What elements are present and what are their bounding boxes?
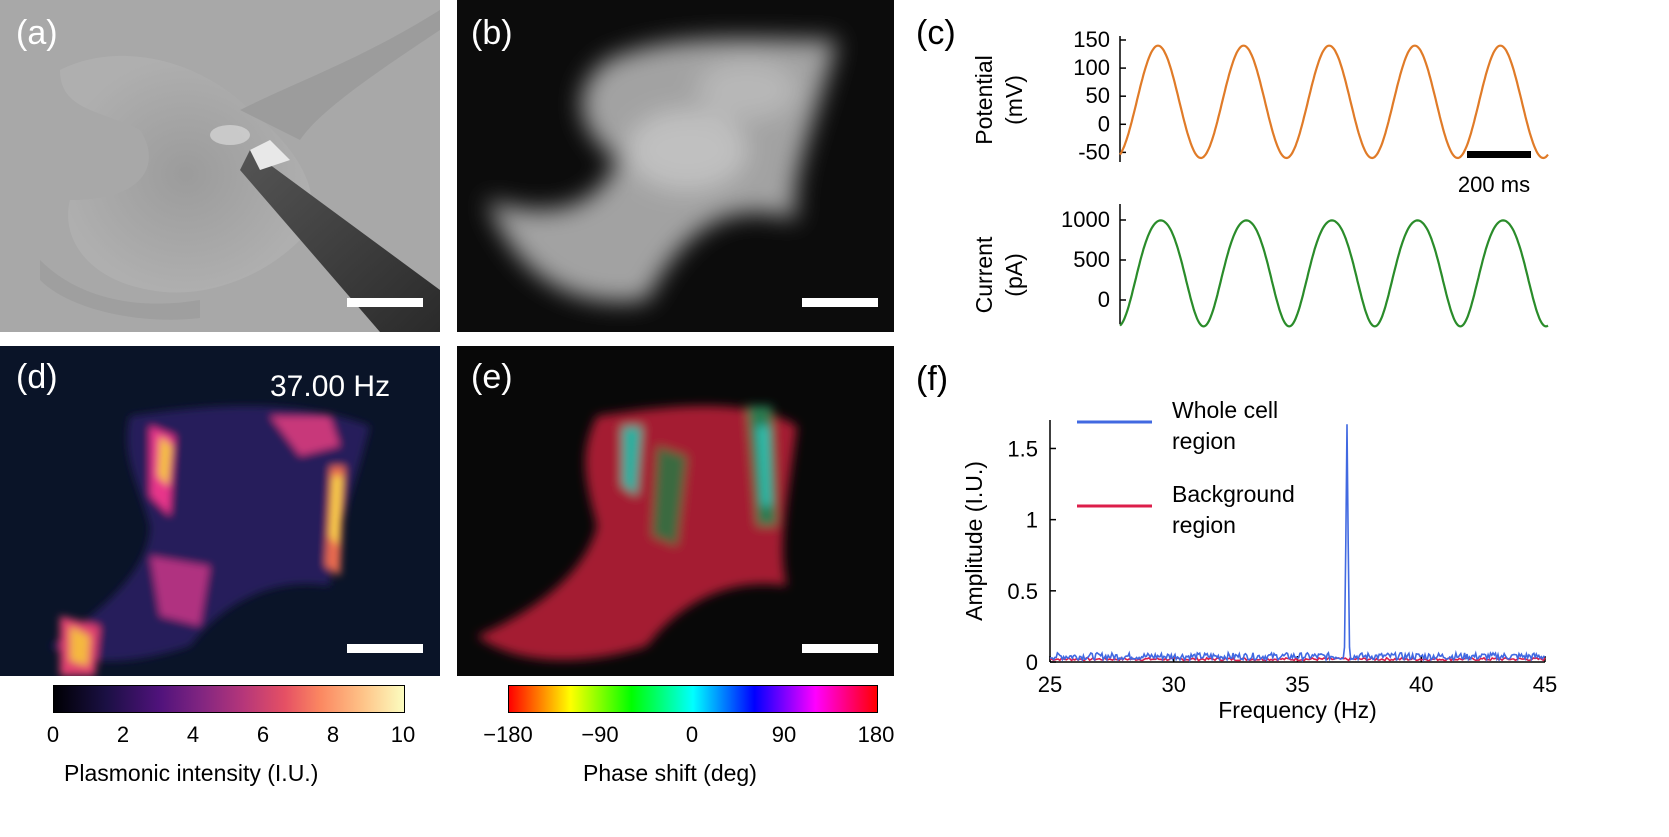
colorbar-intensity-tick-label: 6 [257,722,269,747]
panel-e-image: (e) [457,346,894,676]
colorbar-phase-tick-label: 0 [686,722,698,747]
f-x-tick-label: 30 [1162,672,1186,697]
f-y-tick-label: 0 [1026,650,1038,675]
colorbar-intensity-tick-label: 8 [327,722,339,747]
colorbar-phase-axis: −180 −90 0 90 180 [483,722,895,747]
potential-y-tick-label: 100 [1073,55,1110,80]
colorbar-intensity-tick-label: 2 [117,722,129,747]
panel-e-scalebar [802,644,878,653]
potential-trace [1119,44,1549,160]
colorbar-phase-label: Phase shift (deg) [583,760,757,786]
colorbar-phase-tick-label: 90 [772,722,796,747]
potential-y-label-line2: (mV) [1001,75,1027,125]
f-y-tick-label: 1 [1026,508,1038,533]
brightfield-cell-image [0,0,440,332]
current-y-tick-label: 0 [1098,287,1110,312]
panel-a-image: (a) [0,0,440,332]
f-x-tick-label: 25 [1038,672,1062,697]
legend-label-line1: Background [1172,481,1295,507]
f-x-tick-label: 45 [1533,672,1557,697]
panel-d-label: (d) [16,358,58,396]
current-y-label-line2: (pA) [1001,253,1027,296]
colorbar-intensity [53,685,405,713]
time-scalebar [1467,151,1531,158]
f-y-tick-label: 0.5 [1007,579,1038,604]
current-y-label: Current (pA) [971,236,1027,313]
panel-b-scalebar [802,298,878,307]
current-trace [1119,219,1549,328]
potential-y-label-line1: Potential [971,55,997,145]
plasmonic-cell-image [457,0,894,332]
panel-b-label: (b) [471,14,513,52]
potential-y-tick-label: 50 [1086,83,1110,108]
phase-map-image [457,346,894,676]
colorbar-phase-tick-label: −180 [483,722,533,747]
colorbar-intensity-tick-label: 4 [187,722,199,747]
time-scalebar-label: 200 ms [1458,172,1530,197]
legend-label-line2: region [1172,428,1236,454]
potential-y-label: Potential (mV) [971,55,1027,145]
current-y-tick-label: 1000 [1061,207,1110,232]
colorbar-intensity-label: Plasmonic intensity (I.U.) [64,760,319,786]
potential-y-tick-label: 150 [1073,27,1110,52]
panel-d-scalebar [347,644,423,653]
panel-e-label: (e) [471,358,513,396]
current-y-tick-label: 500 [1073,247,1110,272]
legend-label-line2: region [1172,512,1236,538]
f-y-label: Amplitude (I.U.) [961,461,987,621]
panel-f-label: (f) [916,360,949,398]
f-y-label-group: Amplitude (I.U.) [961,461,987,621]
legend-label-line1: Whole cell [1172,400,1278,423]
intensity-map-image [0,346,440,676]
f-x-label: Frequency (Hz) [1218,697,1376,723]
potential-y-tick-label: 0 [1098,111,1110,136]
potential-y-tick-label: -50 [1078,139,1110,164]
panel-d-image: (d) 37.00 Hz [0,346,440,676]
colorbar-intensity-axis: 0 2 4 6 8 10 [47,722,415,747]
colorbar-phase-tick-label: −90 [581,722,618,747]
frequency-label: 37.00 Hz [270,370,391,403]
current-y-label-line1: Current [971,236,997,313]
panel-f-chart: 25 30 35 40 45 0 0.5 1 1.5 Frequency (Hz) Amplitud… [961,400,1557,723]
colorbar-intensity-tick-label: 10 [391,722,415,747]
panel-a-scalebar [347,298,423,307]
colorbar-phase [508,685,878,713]
f-x-tick-label: 40 [1409,672,1433,697]
colorbar-phase-tick-label: 180 [858,722,895,747]
panel-c-label: (c) [916,14,956,52]
whole-cell-series-line [1049,424,1546,663]
colorbar-intensity-tick-label: 0 [47,722,59,747]
panel-a-label: (a) [16,14,58,52]
f-y-tick-label: 1.5 [1007,436,1038,461]
f-x-tick-label: 35 [1285,672,1309,697]
panel-b-image: (b) [457,0,894,332]
